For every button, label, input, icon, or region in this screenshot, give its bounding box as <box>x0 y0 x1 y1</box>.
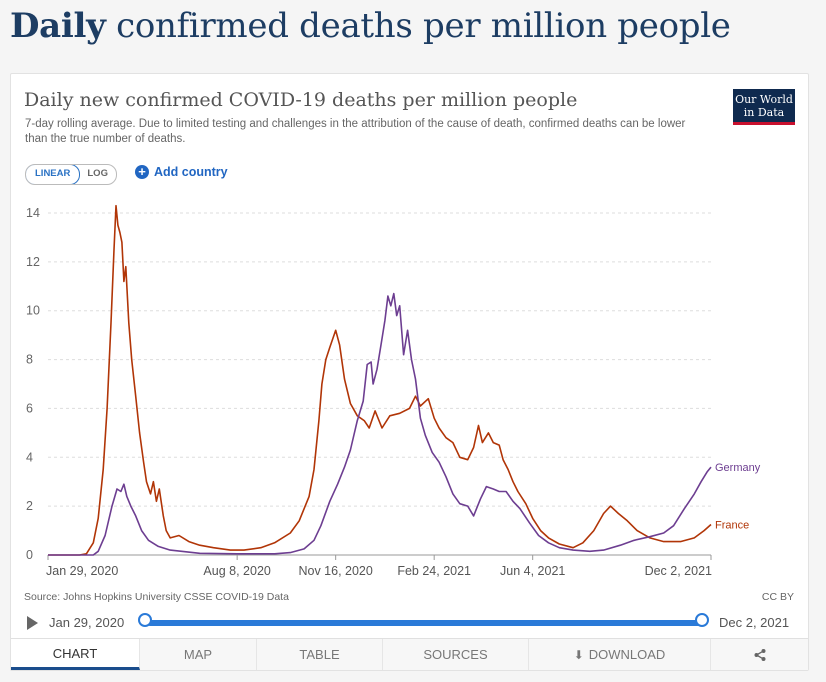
x-tick-label: Aug 8, 2020 <box>203 564 270 578</box>
add-country-label: Add country <box>154 165 228 179</box>
share-button[interactable] <box>711 639 808 670</box>
chart-card: Daily new confirmed COVID-19 deaths per … <box>10 73 809 671</box>
y-tick-label: 4 <box>26 450 33 464</box>
y-tick-label: 14 <box>26 206 40 220</box>
chart-title: Daily new confirmed COVID-19 deaths per … <box>24 89 578 111</box>
x-tick-label: Dec 2, 2021 <box>645 564 712 578</box>
plus-circle-icon: + <box>135 165 149 179</box>
line-chart[interactable]: 0 2 4 6 8 10 12 14 Jan 29, 2020 Aug 8, 2020 Nov 16… <box>11 194 808 584</box>
tab-download-label: DOWNLOAD <box>588 647 666 662</box>
series-label-france: France <box>715 519 749 531</box>
y-tick-label: 8 <box>26 353 33 367</box>
timeline-track[interactable] <box>147 620 703 626</box>
tab-map-label: MAP <box>183 647 213 662</box>
y-tick-label: 2 <box>26 499 33 513</box>
y-tick-label: 10 <box>26 304 40 318</box>
tab-chart[interactable]: CHART <box>11 639 140 670</box>
page-title-bold: Daily <box>10 6 106 46</box>
tab-sources[interactable]: SOURCES <box>383 639 529 670</box>
share-icon <box>754 648 765 661</box>
owid-logo[interactable]: Our World in Data <box>733 89 795 125</box>
timeline-start-date: Jan 29, 2020 <box>49 615 125 630</box>
scale-toggle: LINEAR LOG <box>25 164 117 185</box>
timeline: Jan 29, 2020 Dec 2, 2021 <box>11 610 808 636</box>
x-tick-label: Jan 29, 2020 <box>46 564 118 578</box>
tab-bar: CHART MAP TABLE SOURCES ⬇ DOWNLOAD <box>11 638 808 670</box>
page-title: Daily confirmed deaths per million peopl… <box>10 6 731 46</box>
linear-scale-button[interactable]: LINEAR <box>25 165 81 184</box>
tab-sources-label: SOURCES <box>423 647 488 662</box>
timeline-start-handle[interactable] <box>138 613 152 627</box>
y-tick-label: 0 <box>26 548 33 562</box>
y-tick-label: 12 <box>26 255 40 269</box>
page-title-rest: confirmed deaths per million people <box>105 6 731 46</box>
y-tick-label: 6 <box>26 401 33 415</box>
source-note: Source: Johns Hopkins University CSSE CO… <box>24 591 289 603</box>
series-label-germany: Germany <box>715 462 761 474</box>
license-link[interactable]: CC BY <box>761 591 794 603</box>
tab-chart-label: CHART <box>52 645 98 661</box>
x-tick-label: Nov 16, 2020 <box>298 564 372 578</box>
download-icon: ⬇ <box>573 647 584 662</box>
series-line-france <box>48 204 712 556</box>
play-icon[interactable] <box>27 616 38 630</box>
x-tick-label: Jun 4, 2021 <box>500 564 565 578</box>
tab-table[interactable]: TABLE <box>257 639 383 670</box>
series-line-germany <box>48 292 712 556</box>
chart-subtitle: 7-day rolling average. Due to limited te… <box>25 118 686 145</box>
tab-map[interactable]: MAP <box>140 639 257 670</box>
timeline-end-handle[interactable] <box>695 613 709 627</box>
logo-line-2: in Data <box>743 106 785 119</box>
timeline-end-date: Dec 2, 2021 <box>719 615 790 630</box>
add-country-button[interactable]: + Add country <box>135 165 228 179</box>
tab-table-label: TABLE <box>299 647 340 662</box>
logo-line-1: Our World <box>735 93 793 106</box>
log-scale-button[interactable]: LOG <box>87 168 108 179</box>
tab-download[interactable]: ⬇ DOWNLOAD <box>529 639 711 670</box>
x-tick-label: Feb 24, 2021 <box>397 564 471 578</box>
